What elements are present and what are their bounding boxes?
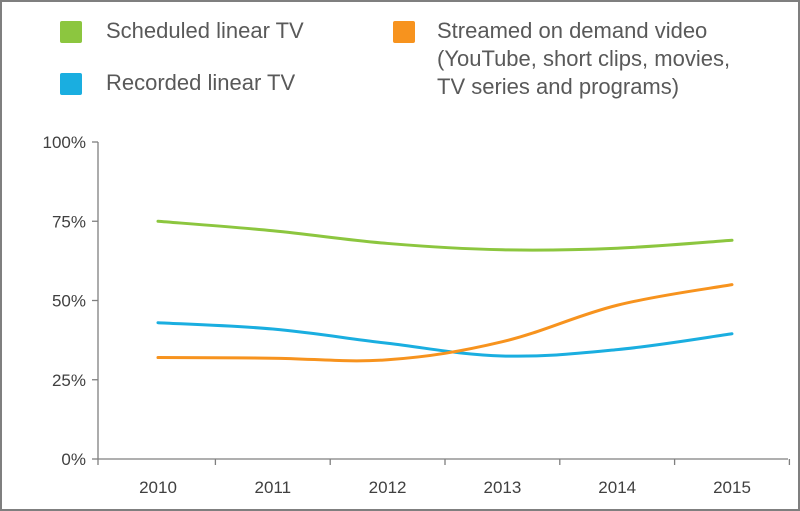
series-group bbox=[156, 219, 734, 363]
series-line bbox=[156, 219, 734, 252]
x-tick-label: 2015 bbox=[713, 478, 751, 497]
y-tick-label: 100% bbox=[43, 133, 86, 152]
legend-swatch bbox=[60, 73, 82, 95]
legend-item: Streamed on demand video (YouTube, short … bbox=[393, 18, 730, 99]
y-tick-label: 75% bbox=[52, 212, 86, 231]
x-tick-label: 2012 bbox=[369, 478, 407, 497]
x-tick-label: 2013 bbox=[483, 478, 521, 497]
legend-label: Streamed on demand video bbox=[437, 18, 707, 43]
legend-swatch bbox=[60, 21, 82, 43]
x-tick-label: 2014 bbox=[598, 478, 636, 497]
x-tick-label: 2011 bbox=[255, 478, 292, 497]
legend-swatch bbox=[393, 21, 415, 43]
series-line bbox=[156, 321, 734, 358]
legend: Scheduled linear TV Recorded linear TV Str… bbox=[60, 18, 730, 99]
legend-label: TV series and programs) bbox=[437, 74, 679, 99]
x-axis: 2010 2011 2012 2013 2014 2015 bbox=[97, 458, 791, 497]
legend-label: (YouTube, short clips, movies, bbox=[437, 46, 730, 71]
x-tick-label: 2010 bbox=[139, 478, 177, 497]
legend-label: Scheduled linear TV bbox=[106, 18, 304, 43]
y-axis: 0% 25% 50% 75% 100% bbox=[43, 133, 99, 469]
series-line bbox=[156, 283, 734, 363]
y-tick-label: 25% bbox=[52, 371, 86, 390]
y-tick-label: 0% bbox=[61, 450, 86, 469]
legend-label: Recorded linear TV bbox=[106, 70, 295, 95]
legend-item: Recorded linear TV bbox=[60, 70, 295, 95]
legend-item: Scheduled linear TV bbox=[60, 18, 304, 43]
y-tick-label: 50% bbox=[52, 292, 86, 311]
